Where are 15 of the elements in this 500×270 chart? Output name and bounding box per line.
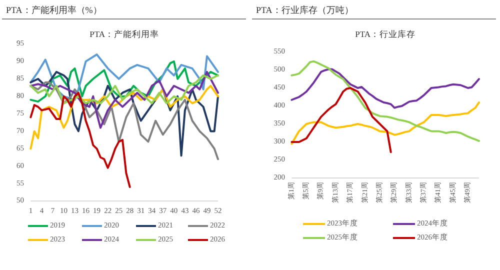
- line-series: [30, 70, 219, 157]
- line-series: [30, 74, 219, 104]
- line-series: [290, 101, 480, 145]
- chart-title: PTA：产能利用率（%）: [6, 5, 102, 15]
- line-series: [30, 70, 219, 129]
- line-series: [30, 53, 219, 101]
- chart-subtitle: PTA：产能利用率: [90, 29, 160, 39]
- line-series: [30, 84, 219, 150]
- line-series: [290, 68, 480, 109]
- line-series: [30, 92, 131, 188]
- line-series: [290, 87, 392, 154]
- line-series: [290, 60, 480, 142]
- chart-subtitle: PTA：行业库存: [355, 29, 416, 39]
- line-series: [30, 60, 219, 103]
- chart-title: PTA：行业库存（万吨）: [256, 5, 354, 15]
